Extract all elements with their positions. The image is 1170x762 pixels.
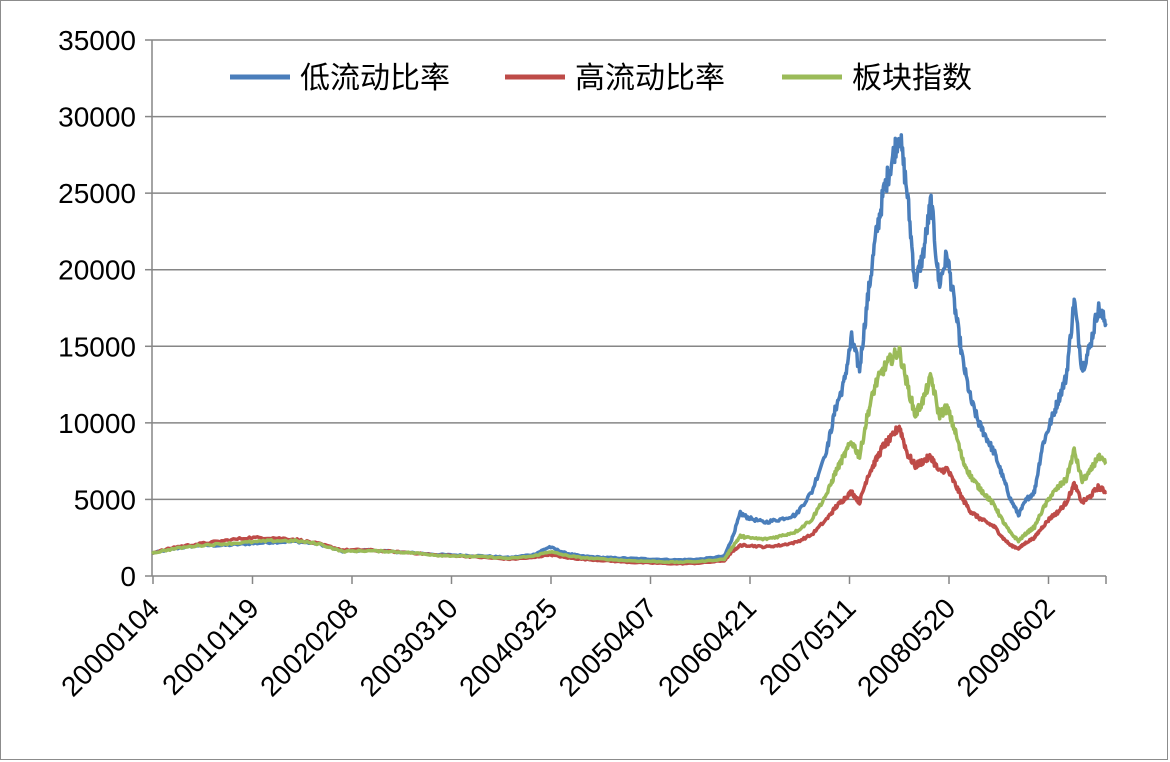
x-tick-label: 20060421 bbox=[652, 592, 762, 702]
legend-label-0: 低流动比率 bbox=[300, 62, 450, 95]
legend-label-1: 高流动比率 bbox=[575, 62, 725, 95]
x-tick-label: 20020208 bbox=[254, 592, 364, 702]
x-tick-label: 20030310 bbox=[354, 592, 464, 702]
x-tick-label: 20010119 bbox=[156, 592, 265, 701]
legend-label-2: 板块指数 bbox=[852, 62, 972, 95]
series-line-2 bbox=[151, 345, 1108, 565]
x-axis: 2000010420010119200202082003031020040325… bbox=[55, 575, 1107, 702]
y-tick-label: 30000 bbox=[58, 102, 136, 133]
y-axis: 0 5000 10000 15000 20000 25000 30000 35000 bbox=[58, 25, 153, 592]
gridlines bbox=[152, 39, 1106, 501]
y-tick-label: 25000 bbox=[58, 178, 136, 209]
x-tick-label: 20050407 bbox=[553, 592, 663, 702]
x-tick-label: 20000104 bbox=[55, 592, 165, 702]
series-line-1 bbox=[151, 424, 1108, 566]
y-tick-label: 0 bbox=[120, 561, 136, 592]
y-tick-label: 20000 bbox=[58, 255, 136, 286]
legend: 低流动比率 高流动比率 板块指数 bbox=[230, 62, 972, 95]
x-tick-label: 20070511 bbox=[753, 592, 862, 701]
y-tick-label: 5000 bbox=[74, 484, 136, 515]
series-lines bbox=[151, 133, 1108, 566]
y-tick-label: 35000 bbox=[58, 25, 136, 56]
x-tick-label: 20090602 bbox=[951, 592, 1061, 702]
y-tick-label: 15000 bbox=[58, 331, 136, 362]
x-tick-label: 20080520 bbox=[851, 592, 961, 702]
y-tick-label: 10000 bbox=[58, 408, 136, 439]
x-tick-label: 20040325 bbox=[453, 592, 563, 702]
